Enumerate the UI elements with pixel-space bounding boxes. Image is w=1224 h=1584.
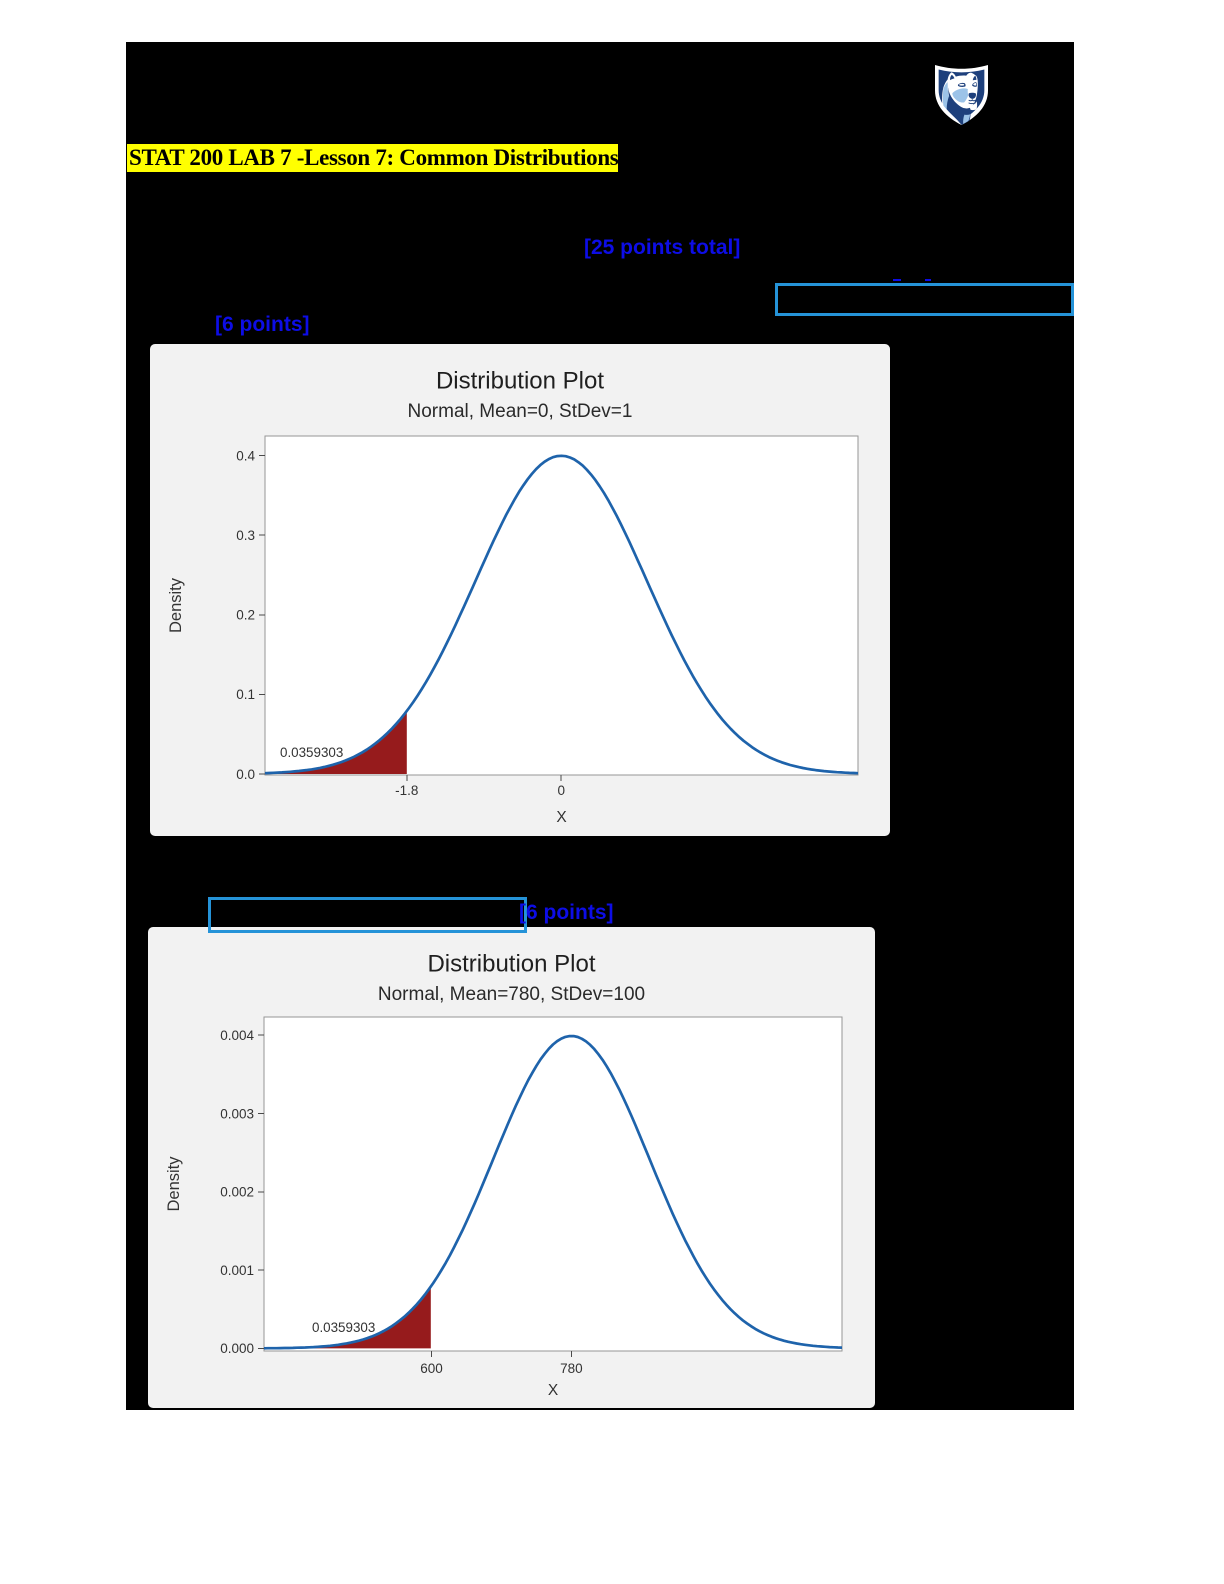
svg-text:Normal, Mean=780, StDev=100: Normal, Mean=780, StDev=100 xyxy=(378,984,645,1005)
svg-text:0.0: 0.0 xyxy=(236,767,255,782)
svg-text:X: X xyxy=(556,809,567,826)
svg-text:0.3: 0.3 xyxy=(236,528,255,543)
svg-text:0.001: 0.001 xyxy=(220,1263,254,1278)
svg-text:X: X xyxy=(548,1382,559,1399)
svg-text:0.004: 0.004 xyxy=(220,1028,254,1043)
svg-text:0.002: 0.002 xyxy=(220,1185,254,1200)
svg-text:Normal, Mean=0, StDev=1: Normal, Mean=0, StDev=1 xyxy=(408,401,633,422)
svg-text:600: 600 xyxy=(420,1361,443,1376)
svg-text:0.1: 0.1 xyxy=(236,687,255,702)
svg-text:0.003: 0.003 xyxy=(220,1106,254,1121)
svg-text:0.4: 0.4 xyxy=(236,448,255,463)
svg-text:0.000: 0.000 xyxy=(220,1341,254,1356)
svg-text:0: 0 xyxy=(557,783,565,798)
svg-text:Distribution Plot: Distribution Plot xyxy=(427,951,595,978)
svg-text:0.0359303: 0.0359303 xyxy=(312,1320,375,1335)
svg-text:-1.8: -1.8 xyxy=(395,783,418,798)
svg-text:Density: Density xyxy=(167,577,185,633)
svg-text:Distribution Plot: Distribution Plot xyxy=(436,368,604,395)
svg-text:780: 780 xyxy=(560,1361,583,1376)
svg-text:0.0359303: 0.0359303 xyxy=(280,745,343,760)
svg-text:Density: Density xyxy=(165,1156,183,1212)
svg-text:0.2: 0.2 xyxy=(236,608,255,623)
